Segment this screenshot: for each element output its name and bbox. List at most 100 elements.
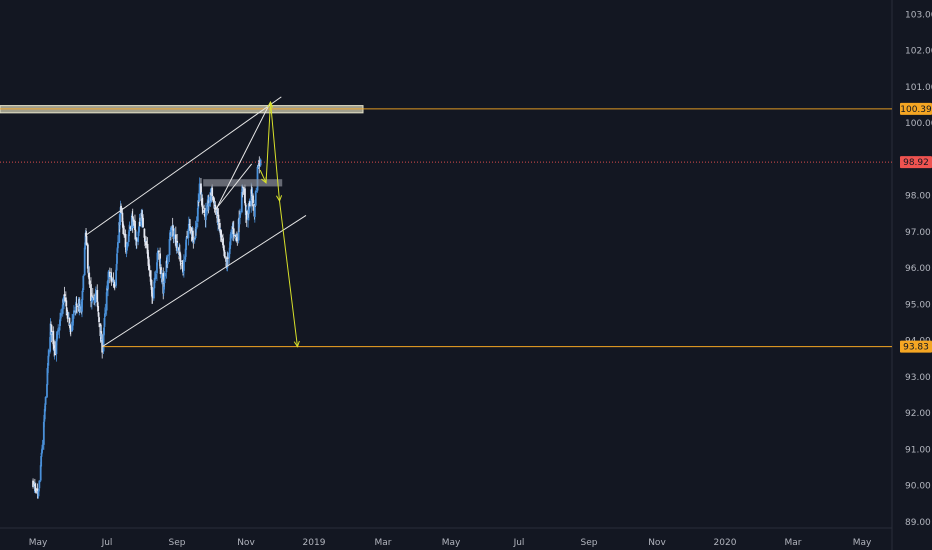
candle-body	[242, 188, 245, 191]
candle-body	[187, 223, 190, 228]
candle-body	[82, 275, 85, 291]
candle-body	[222, 238, 224, 246]
candle-body	[93, 297, 96, 301]
price-tick-label: 95.00	[905, 300, 931, 310]
candle-body	[203, 214, 206, 216]
candle-body	[139, 221, 141, 227]
candle-body	[75, 303, 78, 305]
price-tag-label: 98.92	[903, 158, 929, 168]
candle-body	[137, 237, 140, 242]
candle-body	[235, 235, 237, 237]
candle-body	[98, 317, 100, 323]
candle-body	[88, 272, 91, 280]
candle-body	[129, 226, 132, 230]
candle-body	[121, 223, 124, 227]
candle-body	[167, 255, 170, 257]
candle-body	[55, 339, 58, 355]
candle-body	[219, 229, 222, 236]
time-tick-label: 2019	[303, 538, 326, 548]
candle-body	[166, 255, 169, 265]
candle-body	[61, 304, 64, 314]
candle-body	[217, 214, 220, 223]
candle-body	[196, 208, 199, 222]
candle-body	[125, 247, 128, 251]
candle-body	[235, 237, 238, 241]
price-tag	[900, 102, 932, 115]
candle-body	[134, 220, 136, 230]
candle-body	[223, 250, 226, 253]
candle-body	[203, 209, 205, 213]
candle-body	[185, 239, 188, 250]
candle-body	[211, 187, 214, 197]
candle-body	[63, 294, 66, 297]
candle-body	[197, 200, 200, 209]
candle-body	[163, 276, 166, 284]
candle-body	[113, 285, 116, 287]
candle-body	[115, 264, 118, 271]
candle-body	[185, 236, 188, 240]
arrow-head	[275, 195, 283, 203]
candle-body	[90, 284, 92, 301]
candle-body	[132, 219, 135, 229]
candle-body	[154, 273, 157, 280]
candle-body	[142, 217, 144, 228]
candle-body	[110, 275, 113, 278]
time-tick-label: Jul	[101, 538, 113, 548]
candle-body	[201, 206, 204, 209]
candle-body	[229, 241, 232, 249]
candle-body	[213, 201, 216, 208]
candle-body	[46, 368, 49, 385]
candle-body	[214, 204, 217, 210]
candle-body	[223, 251, 226, 258]
candle-body	[96, 290, 99, 303]
candle-body	[109, 277, 112, 278]
candle-body	[162, 281, 165, 293]
candle-body	[156, 251, 159, 254]
candle-body	[252, 195, 254, 203]
time-tick-label: Nov	[648, 538, 666, 548]
candle-body	[238, 218, 241, 225]
candle-body	[195, 222, 198, 230]
time-tick-label: Jul	[513, 538, 525, 548]
candle-body	[248, 209, 250, 214]
candle-body	[41, 449, 43, 454]
candle-body	[135, 238, 138, 242]
candle-body	[244, 203, 247, 205]
time-tick-label: Nov	[237, 538, 255, 548]
candle-body	[81, 291, 84, 292]
time-tick-label: May	[29, 538, 48, 548]
candle-body	[86, 244, 89, 269]
candle-body	[103, 313, 106, 318]
candle-body	[56, 333, 59, 339]
candle-body	[240, 191, 243, 213]
candle-body	[250, 189, 253, 194]
candle-body	[173, 235, 175, 239]
candle-body	[245, 211, 248, 220]
candle-body	[138, 226, 140, 233]
time-tick-label: May	[442, 538, 461, 548]
candle-body	[38, 480, 41, 489]
candle-body	[198, 183, 201, 194]
candle-body	[73, 310, 75, 314]
candle-body	[83, 247, 86, 276]
candle-body	[88, 280, 91, 284]
candle-body	[65, 307, 68, 316]
candle-body	[220, 235, 223, 238]
candle-body	[233, 235, 236, 236]
candle-body	[172, 229, 175, 239]
price-tick-label: 96.00	[905, 264, 931, 274]
channel-lower-line	[101, 215, 307, 348]
price-tag	[900, 156, 932, 169]
candle-body	[120, 205, 122, 213]
candle-body	[247, 210, 249, 221]
candle-body	[60, 313, 63, 315]
candle-body	[124, 234, 127, 248]
candle-body	[204, 210, 207, 220]
candle-body	[209, 192, 212, 203]
candle-body	[228, 253, 231, 258]
candle-body	[244, 188, 246, 204]
price-tick-label: 93.00	[905, 373, 931, 383]
